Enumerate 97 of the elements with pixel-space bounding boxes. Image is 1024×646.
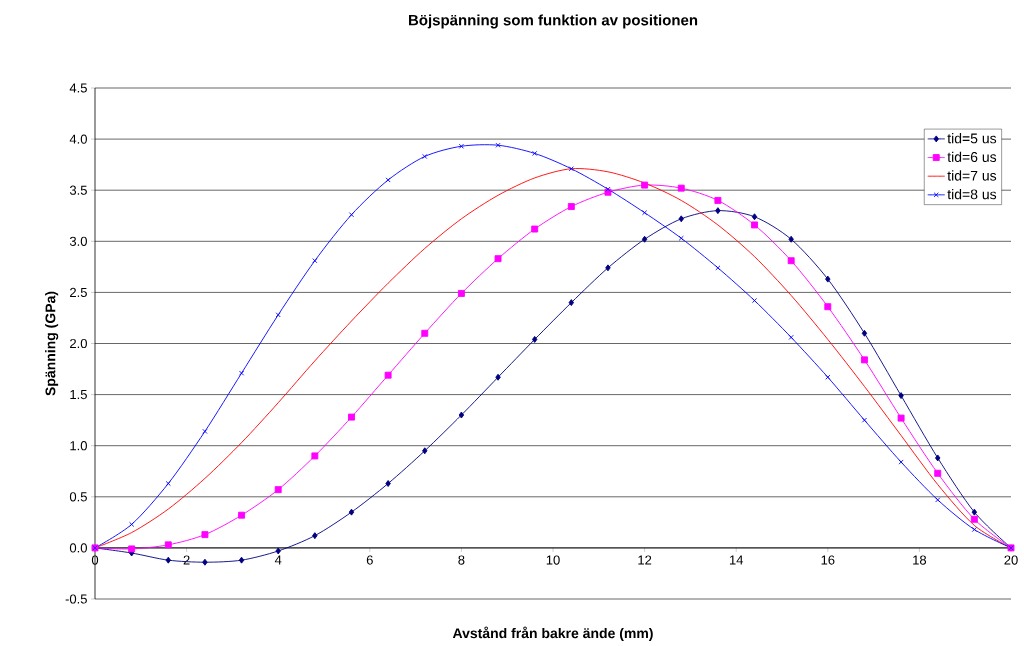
point: [678, 235, 684, 241]
point: [677, 184, 685, 192]
point: [861, 329, 868, 337]
y-tick-label: 3.0: [69, 236, 87, 246]
y-tick-label: 2.5: [70, 287, 87, 297]
point: [568, 166, 574, 172]
point: [751, 213, 758, 221]
point: [422, 153, 428, 160]
point: [751, 298, 758, 304]
x-tick-label: 16: [821, 555, 835, 565]
point: [165, 556, 171, 564]
point: [531, 225, 539, 233]
y-tick-label: 1.0: [70, 441, 87, 451]
point: [715, 265, 721, 271]
y-tick-label: 4.5: [69, 83, 87, 93]
x-tick-label: 12: [638, 555, 652, 565]
point: [458, 143, 464, 149]
point: [422, 447, 428, 455]
legend-label: tid=8 us: [947, 189, 997, 200]
point: [935, 497, 941, 503]
legend-label: tid=5 us: [947, 133, 997, 144]
point: [274, 486, 282, 494]
point: [457, 289, 465, 297]
point: [788, 334, 794, 340]
y-tick-label: 0.5: [69, 492, 87, 502]
point: [238, 556, 245, 564]
chart-title: Böjspänning som funktion av positionen: [409, 14, 698, 29]
point: [312, 532, 318, 540]
point: [898, 459, 904, 465]
point: [678, 215, 684, 223]
point: [825, 374, 831, 380]
point: [275, 312, 281, 318]
point: [532, 150, 538, 156]
point: [641, 181, 649, 189]
x-tick-label: 4: [274, 555, 282, 565]
point: [788, 235, 794, 243]
x-tick-label: 6: [366, 555, 373, 565]
point: [128, 545, 136, 553]
y-tick-label: 0.0: [69, 543, 87, 553]
y-tick-label: 1.5: [70, 390, 87, 400]
point: [897, 414, 905, 422]
point: [348, 212, 355, 218]
x-tick-label: 10: [546, 555, 560, 565]
point: [641, 235, 648, 243]
point: [458, 411, 465, 419]
point: [605, 264, 611, 272]
point: [861, 417, 868, 423]
point: [531, 335, 538, 343]
point: [934, 469, 942, 477]
point: [642, 210, 648, 216]
point: [384, 371, 392, 379]
point: [202, 558, 208, 566]
point: [935, 454, 941, 462]
point: [238, 511, 246, 519]
point: [165, 480, 171, 487]
point: [861, 356, 868, 364]
point: [201, 531, 209, 539]
x-tick-label: 8: [458, 555, 465, 565]
point: [275, 547, 281, 555]
y-tick-label: 4.0: [69, 134, 87, 144]
y-axis-title: Spänning (GPa): [45, 291, 59, 396]
point: [567, 203, 575, 211]
legend-label: tid=6 us: [947, 151, 997, 163]
point: [970, 515, 978, 523]
point: [568, 299, 575, 307]
x-tick-label: 0: [91, 555, 99, 565]
point: [238, 370, 245, 376]
point: [348, 508, 355, 516]
point: [202, 428, 208, 434]
point: [715, 207, 721, 215]
x-tick-label: 20: [1004, 555, 1018, 565]
point: [495, 142, 501, 148]
point: [495, 373, 501, 381]
point: [494, 255, 502, 263]
point: [164, 541, 172, 549]
point: [348, 413, 355, 421]
x-tick-label: 18: [913, 555, 927, 565]
point: [824, 303, 832, 311]
point: [129, 521, 135, 527]
point: [311, 452, 319, 460]
point: [971, 526, 977, 533]
point: [971, 508, 978, 516]
point: [385, 480, 391, 487]
point: [787, 257, 795, 265]
legend-label: tid=7 us: [947, 170, 997, 181]
x-tick-label: 14: [729, 555, 744, 565]
y-tick-label: 3.5: [69, 185, 87, 195]
y-tick-label: -0.5: [65, 594, 87, 604]
point: [751, 221, 758, 229]
point: [714, 196, 722, 204]
x-axis-title: Avstånd från bakre ände (mm): [452, 626, 653, 641]
point: [825, 275, 831, 283]
point: [385, 177, 391, 183]
y-tick-label: 2.0: [70, 338, 87, 349]
point: [421, 329, 429, 337]
point: [312, 258, 318, 264]
point: [898, 392, 904, 400]
